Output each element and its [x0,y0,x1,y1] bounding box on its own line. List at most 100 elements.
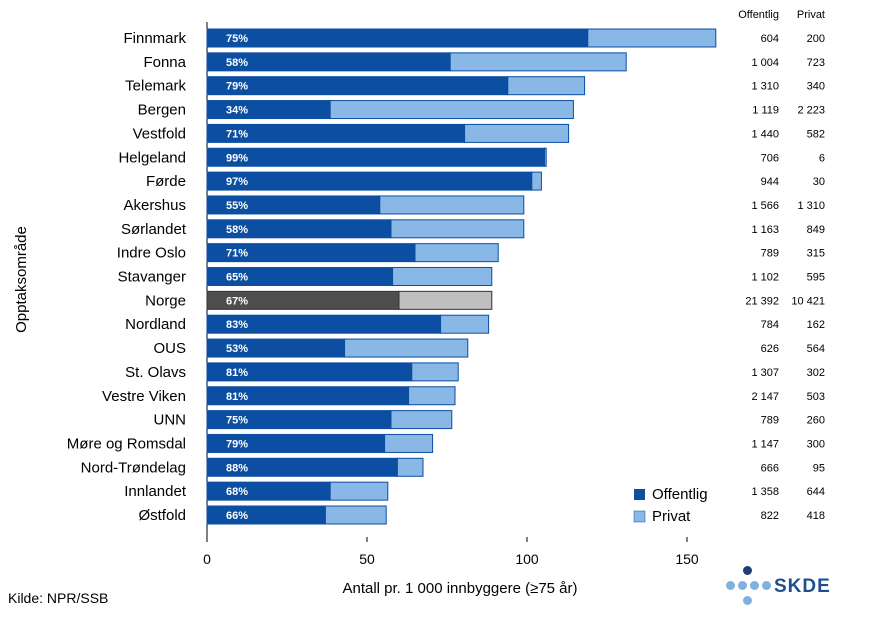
bar-privat [464,123,570,143]
bar-privat [329,481,389,501]
count-privat: 564 [807,343,825,355]
skde-logo: SKDE [726,566,836,612]
bar-percent-label: 81% [226,367,248,379]
count-offentlig: 1 358 [751,486,779,498]
x-tick-label: 50 [359,551,375,567]
bar-privat [344,338,469,358]
bar-percent-label: 67% [226,295,248,307]
bar-percent-label: 88% [226,462,248,474]
bar-percent-label: 71% [226,128,248,140]
count-offentlig: 604 [761,33,779,45]
category-label: St. Olavs [125,364,186,381]
bar-privat [440,314,490,334]
category-label: Indre Oslo [117,245,186,262]
category-label: Finnmark [123,30,186,47]
bar-privat [587,28,717,48]
count-offentlig: 706 [761,152,779,164]
bar-privat [379,195,525,215]
bar-percent-label: 65% [226,272,248,284]
bar-percent-label: 79% [226,438,248,450]
logo-dot [750,581,759,590]
bar-privat [531,171,542,191]
bar-offentlig [206,171,533,191]
count-offentlig: 2 147 [751,391,779,403]
count-offentlig: 1 163 [751,224,779,236]
bar-privat [544,147,547,167]
bar-privat [449,52,627,72]
legend-swatch-offentlig [634,489,645,500]
x-tick-label: 100 [515,551,539,567]
count-offentlig: 789 [761,415,779,427]
count-offentlig: 789 [761,248,779,260]
count-offentlig: 1 310 [751,81,779,93]
count-privat: 260 [807,415,825,427]
bar-privat [384,433,434,453]
count-privat: 644 [807,486,825,498]
bar-offentlig [206,147,546,167]
category-label: Bergen [138,102,186,119]
category-label: Østfold [138,507,186,524]
bar-offentlig [206,28,589,48]
count-privat: 302 [807,367,825,379]
category-label: Fonna [143,54,186,71]
category-label: Helgeland [118,149,186,166]
bar-privat [507,76,586,96]
count-privat: 1 310 [797,200,825,212]
count-privat: 418 [807,510,825,522]
category-label: OUS [153,340,186,357]
logo-dot [743,596,752,605]
count-offentlig: 1 566 [751,200,779,212]
count-offentlig: 626 [761,343,779,355]
category-label: Sørlandet [121,221,187,238]
bar-percent-label: 58% [226,224,248,236]
count-offentlig: 1 147 [751,438,779,450]
count-offentlig: 1 004 [751,57,779,69]
count-offentlig: 784 [761,319,779,331]
category-label: Førde [146,173,186,190]
x-tick-label: 150 [675,551,699,567]
category-label: Vestre Viken [102,388,186,405]
bar-privat [390,410,453,430]
logo-dot [762,581,771,590]
category-label: UNN [154,412,187,429]
bar-percent-label: 79% [226,81,248,93]
legend-label-offentlig: Offentlig [652,486,708,503]
count-offentlig: 822 [761,510,779,522]
count-offentlig: 1 119 [752,105,779,117]
logo-text: SKDE [774,576,831,597]
category-label: Norge [145,292,186,309]
bar-privat [396,457,424,477]
count-privat: 849 [807,224,825,236]
bar-offentlig [206,76,509,96]
count-privat: 595 [807,272,825,284]
bar-percent-label: 75% [226,33,248,45]
bar-privat [329,100,574,120]
count-privat: 10 421 [791,295,825,307]
count-offentlig: 944 [761,176,779,188]
count-privat: 200 [807,33,825,45]
category-label: Vestfold [133,125,186,142]
category-label: Møre og Romsdal [67,435,186,452]
logo-dot [743,566,752,575]
count-privat: 162 [807,319,825,331]
count-privat: 2 223 [797,105,825,117]
count-offentlig: 1 102 [751,272,779,284]
legend-label-privat: Privat [652,508,691,525]
column-header-privat: Privat [797,9,825,21]
column-header-offentlig: Offentlig [738,9,779,21]
bar-percent-label: 53% [226,343,248,355]
bar-offentlig [206,505,326,525]
count-offentlig: 1 307 [751,367,779,379]
bar-percent-label: 81% [226,391,248,403]
logo-dot [738,581,747,590]
category-label: Nord-Trøndelag [81,459,186,476]
logo-dot [726,581,735,590]
source-note: Kilde: NPR/SSB [8,590,109,606]
bar-percent-label: 83% [226,319,248,331]
bar-percent-label: 68% [226,486,248,498]
bar-percent-label: 55% [226,200,248,212]
legend-swatch-privat [633,510,646,523]
count-privat: 503 [807,391,825,403]
count-privat: 95 [813,462,825,474]
